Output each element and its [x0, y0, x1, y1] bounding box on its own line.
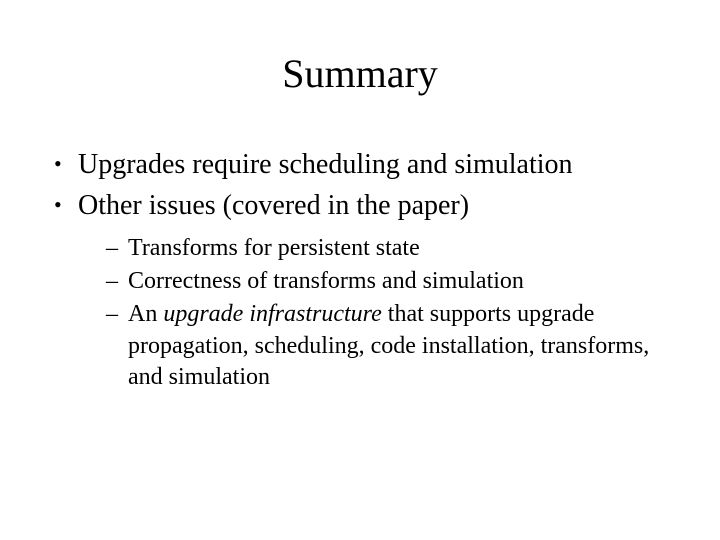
text-run: An — [128, 301, 163, 327]
sub-bullet-list: Transforms for persistent state Correctn… — [50, 233, 670, 393]
italic-text: upgrade infrastructure — [163, 301, 381, 327]
slide: Summary Upgrades require scheduling and … — [0, 0, 720, 540]
bullet-item: Upgrades require scheduling and simulati… — [50, 147, 670, 182]
bullet-list: Upgrades require scheduling and simulati… — [50, 147, 670, 393]
sub-bullet-item: Correctness of transforms and simulation — [106, 266, 670, 297]
bullet-item: Other issues (covered in the paper) — [50, 188, 670, 223]
sub-bullet-item: Transforms for persistent state — [106, 233, 670, 264]
sub-bullet-item: An upgrade infrastructure that supports … — [106, 299, 670, 393]
slide-title: Summary — [50, 50, 670, 97]
